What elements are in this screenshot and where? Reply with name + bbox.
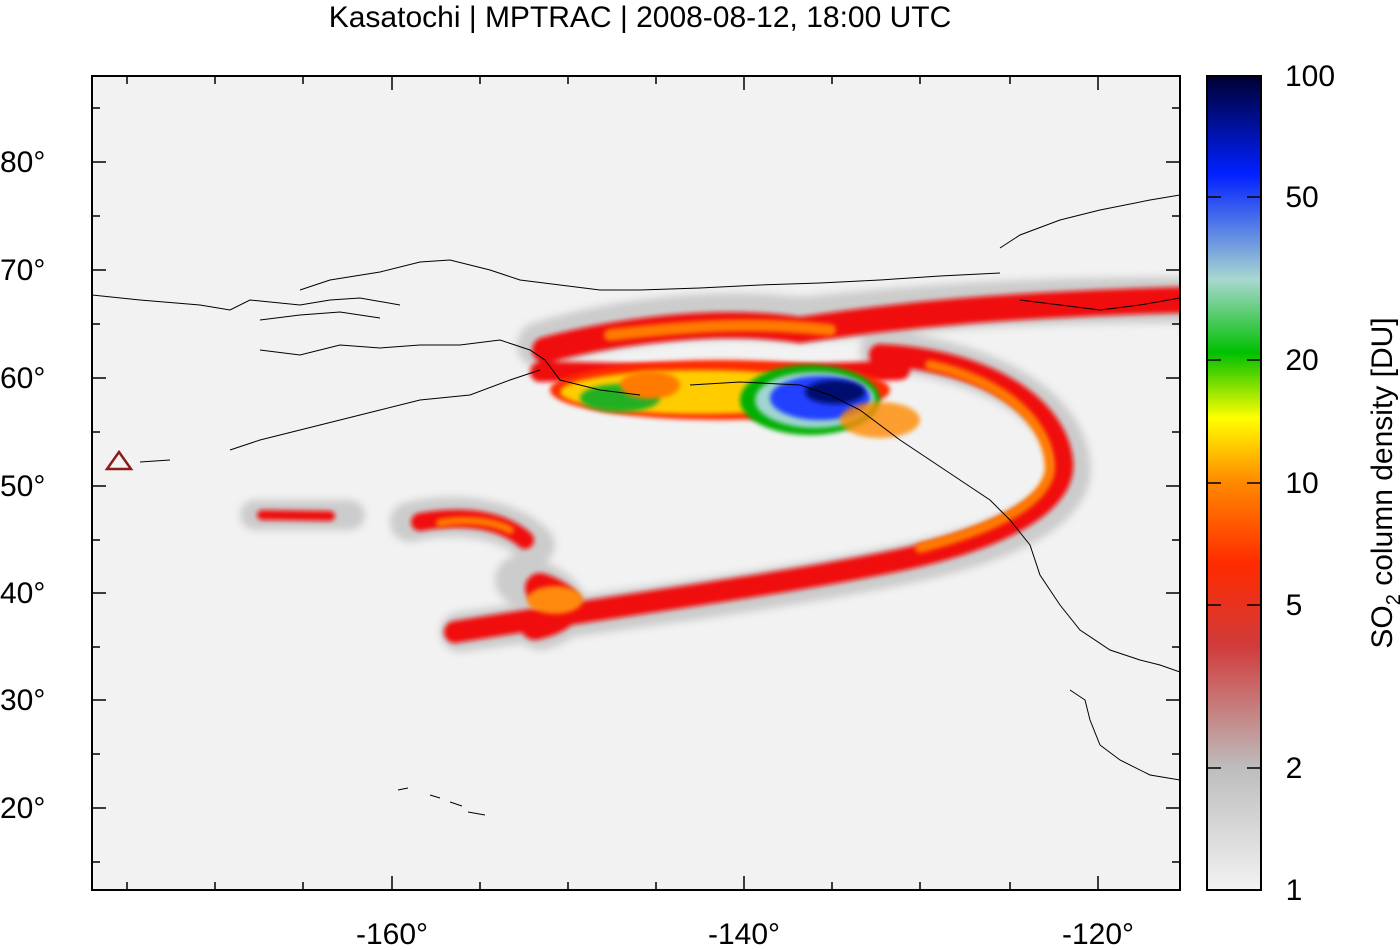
y-tick-label: 40° bbox=[0, 577, 45, 610]
y-tick-label: 20° bbox=[0, 792, 45, 825]
plot-frame bbox=[91, 75, 1181, 891]
colorbar-tick-label: 50 bbox=[1285, 181, 1318, 214]
chart-title: Kasatochi | MPTRAC | 2008-08-12, 18:00 U… bbox=[328, 1, 952, 34]
volcano-triangle-icon bbox=[104, 449, 134, 471]
x-tick-label: -120° bbox=[1062, 918, 1134, 950]
so2-plume bbox=[240, 277, 1180, 652]
x-tick-label: -140° bbox=[708, 918, 780, 950]
map-background bbox=[92, 76, 1180, 890]
colorbar-tick-label: 5 bbox=[1286, 589, 1303, 622]
colorbar-tick-label: 20 bbox=[1285, 344, 1318, 377]
colorbar-tick-label: 100 bbox=[1285, 60, 1335, 93]
colorbar-tick-label: 1 bbox=[1286, 874, 1303, 907]
x-tick-label: -160° bbox=[356, 918, 428, 950]
colorbar-tick-label: 2 bbox=[1286, 752, 1303, 785]
y-tick-label: 80° bbox=[0, 146, 45, 179]
colorbar-tick-label: 10 bbox=[1285, 467, 1318, 500]
colorbar-label: SO2 column density [DU] bbox=[1366, 317, 1400, 648]
y-tick-label: 50° bbox=[0, 470, 45, 503]
y-tick-label: 70° bbox=[0, 254, 45, 287]
colorbar-ticks bbox=[1207, 196, 1261, 769]
y-tick-label: 60° bbox=[0, 362, 45, 395]
y-tick-label: 30° bbox=[0, 684, 45, 717]
axis-ticks bbox=[92, 76, 1180, 890]
coastlines bbox=[92, 194, 1180, 816]
